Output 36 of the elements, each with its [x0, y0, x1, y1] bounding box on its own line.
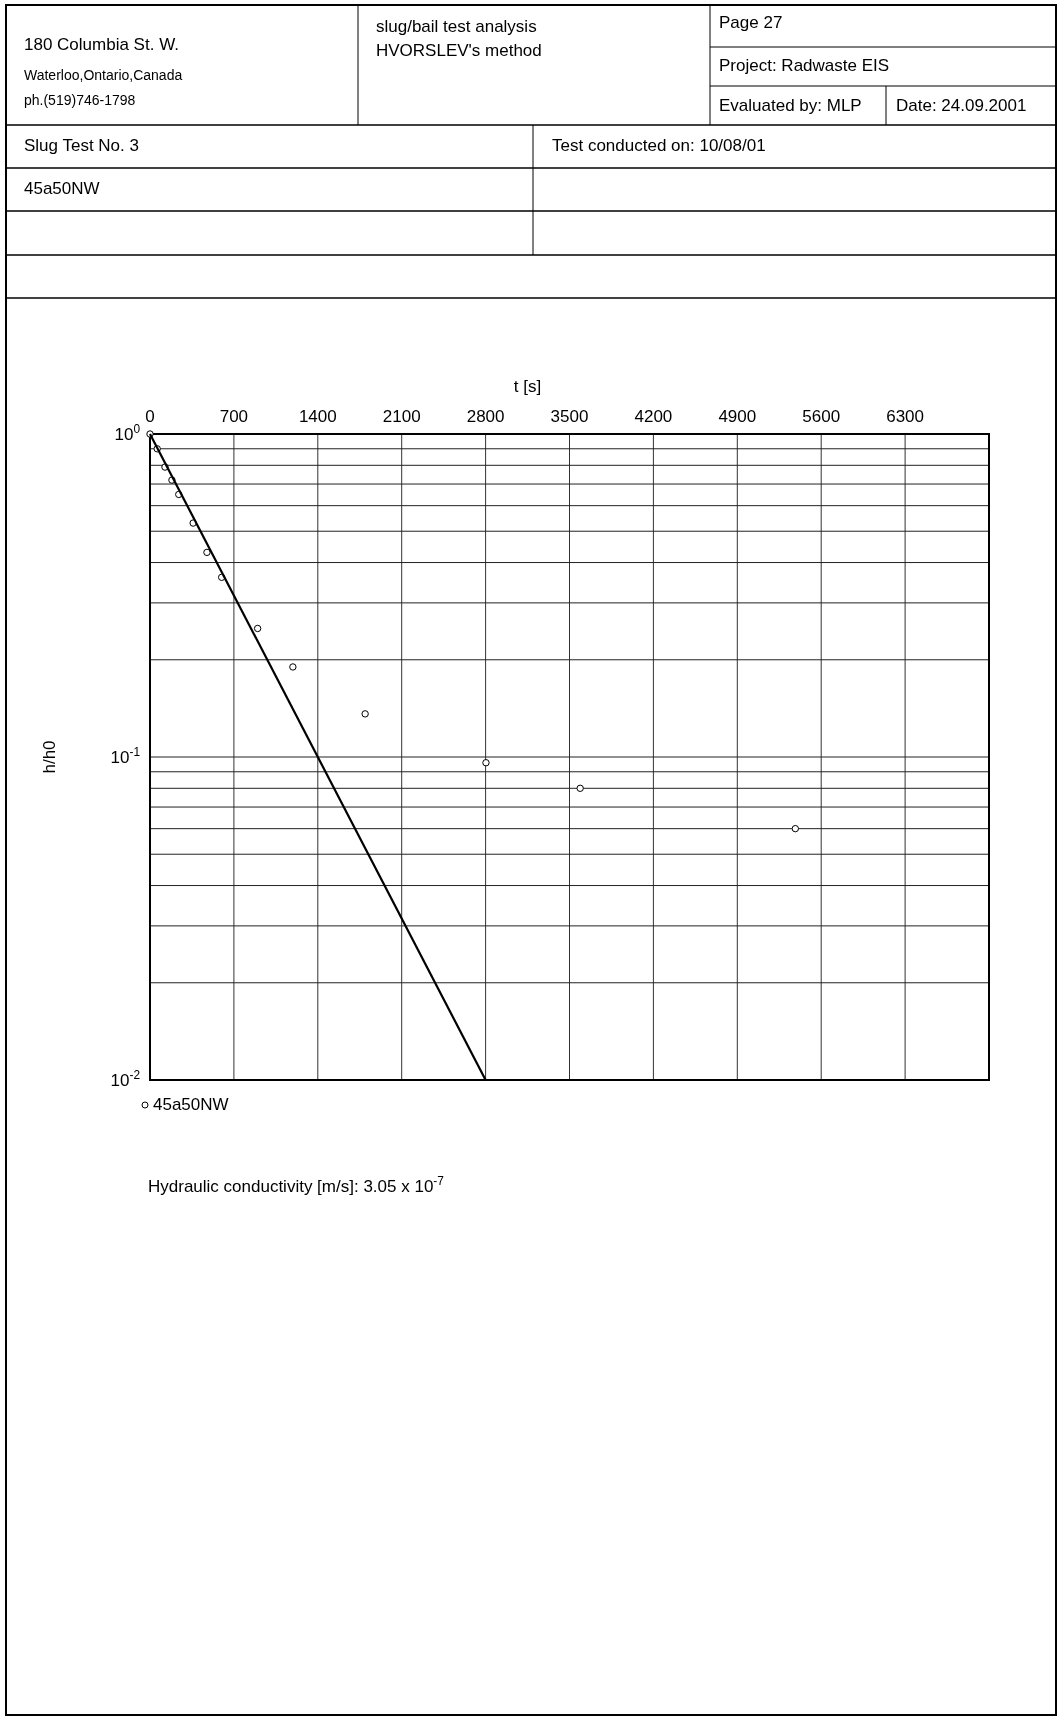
y-tick-label: 10$^{-1}$ [110, 745, 141, 767]
point [289, 663, 297, 671]
y-axis-title: h/h0 [40, 740, 59, 774]
x-tick-label: 700 [219, 407, 249, 426]
x-tick-label: 4900 [718, 407, 757, 426]
point [576, 784, 584, 792]
x-tick-label: 2100 [382, 407, 421, 426]
text: ph.(519)746-1798 [24, 92, 136, 108]
point [482, 759, 490, 767]
text: Test conducted on: 10/08/01 [552, 136, 766, 155]
point [361, 710, 369, 718]
point [253, 624, 262, 633]
x-tick-label: 1400 [298, 407, 337, 426]
text: Date: 24.09.2001 [896, 96, 1027, 115]
y-tick-label: 10$^{-2}$ [110, 1068, 141, 1090]
legend-label: 45a50NW [153, 1095, 229, 1114]
text: Slug Test No. 3 [24, 136, 139, 155]
y-tick-label: 10$^{0}$ [114, 422, 141, 444]
text: Page 27 [719, 13, 783, 32]
text: Evaluated by: MLP [719, 96, 862, 115]
text: Project: Radwaste EIS [719, 56, 890, 75]
x-tick-label: 3500 [550, 407, 589, 426]
text: Waterloo,Ontario,Canada [24, 67, 183, 83]
x-tick-label: 5600 [802, 407, 841, 426]
x-tick-label: 4200 [634, 407, 673, 426]
x-axis-title: t [s] [513, 377, 542, 396]
text: HVORSLEV's method [376, 41, 542, 60]
text: 45a50NW [24, 179, 100, 198]
x-tick-label: 6300 [886, 407, 925, 426]
point [791, 824, 800, 833]
text: Hydraulic conductivity [m/s]: 3.05 x 10$^{-7}$ [148, 1174, 445, 1196]
x-tick-label: 0 [145, 407, 155, 426]
text: slug/bail test analysis [376, 17, 537, 36]
point [203, 548, 211, 557]
text: 180 Columbia St. W. [24, 35, 179, 54]
x-tick-label: 2800 [466, 407, 505, 426]
